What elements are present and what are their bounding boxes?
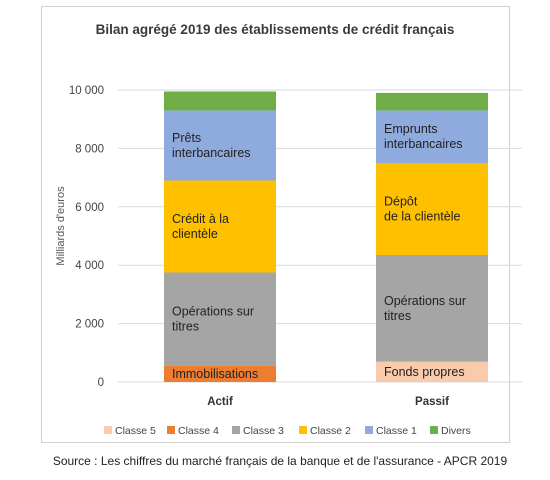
legend-entry: Classe 5 — [115, 425, 156, 437]
legend-swatch — [232, 426, 240, 434]
bar-segment — [164, 272, 276, 366]
bars — [164, 91, 488, 382]
bar-segment — [376, 110, 488, 163]
x-category-label: Passif — [415, 396, 449, 408]
y-tick-label: 4 000 — [75, 260, 104, 272]
bar-segment — [376, 92, 488, 111]
segment-label: Opérations sur titres — [172, 305, 254, 334]
segment-label: Fonds propres — [384, 365, 465, 379]
y-axis-label: Milliards d'euros — [55, 186, 67, 266]
legend-entry: Divers — [441, 425, 471, 437]
segment-label: Emprunts interbancaires — [384, 122, 463, 151]
legend-swatch — [365, 426, 373, 434]
x-category-label: Actif — [207, 396, 233, 408]
segment-labels: Immobilisations Opérations sur titres Crédi… — [172, 122, 466, 381]
segment-label: Prêts interbancaires — [172, 131, 251, 160]
y-tick-label: 10 000 — [69, 85, 104, 97]
y-tick-label: 6 000 — [75, 202, 104, 214]
bar-segment — [376, 361, 488, 382]
bar-segment — [164, 365, 276, 382]
legend-entry: Classe 2 — [310, 425, 351, 437]
y-tick-label: 8 000 — [75, 143, 104, 155]
bar-segment — [164, 91, 276, 111]
legend-swatch — [299, 426, 307, 434]
source-caption: Source : Les chiffres du marché français… — [52, 454, 508, 468]
legend-swatch — [430, 426, 438, 434]
category-labels: Actif Passif — [207, 396, 449, 408]
legend-entry: Classe 4 — [178, 425, 219, 437]
y-tick-label: 0 — [98, 377, 104, 389]
bar-segment — [376, 254, 488, 362]
legend-entry: Classe 1 — [376, 425, 417, 437]
bar-segment — [164, 110, 276, 181]
segment-label: Immobilisations — [172, 367, 258, 381]
legend: Classe 5 Classe 4 Classe 3 Classe 2 Classe 1… — [104, 425, 471, 437]
y-tick-label: 2 000 — [75, 319, 104, 331]
legend-swatch — [104, 426, 112, 434]
bar-segment — [164, 180, 276, 273]
legend-swatch — [167, 426, 175, 434]
segment-label: Dépôt de la clientèle — [384, 194, 460, 223]
segment-label: Opérations sur titres — [384, 294, 466, 323]
bar-segment — [376, 163, 488, 255]
segment-label: Crédit à la clientèle — [172, 212, 229, 241]
legend-entry: Classe 3 — [243, 425, 284, 437]
chart-title: Bilan agrégé 2019 des établissements de … — [96, 22, 455, 37]
